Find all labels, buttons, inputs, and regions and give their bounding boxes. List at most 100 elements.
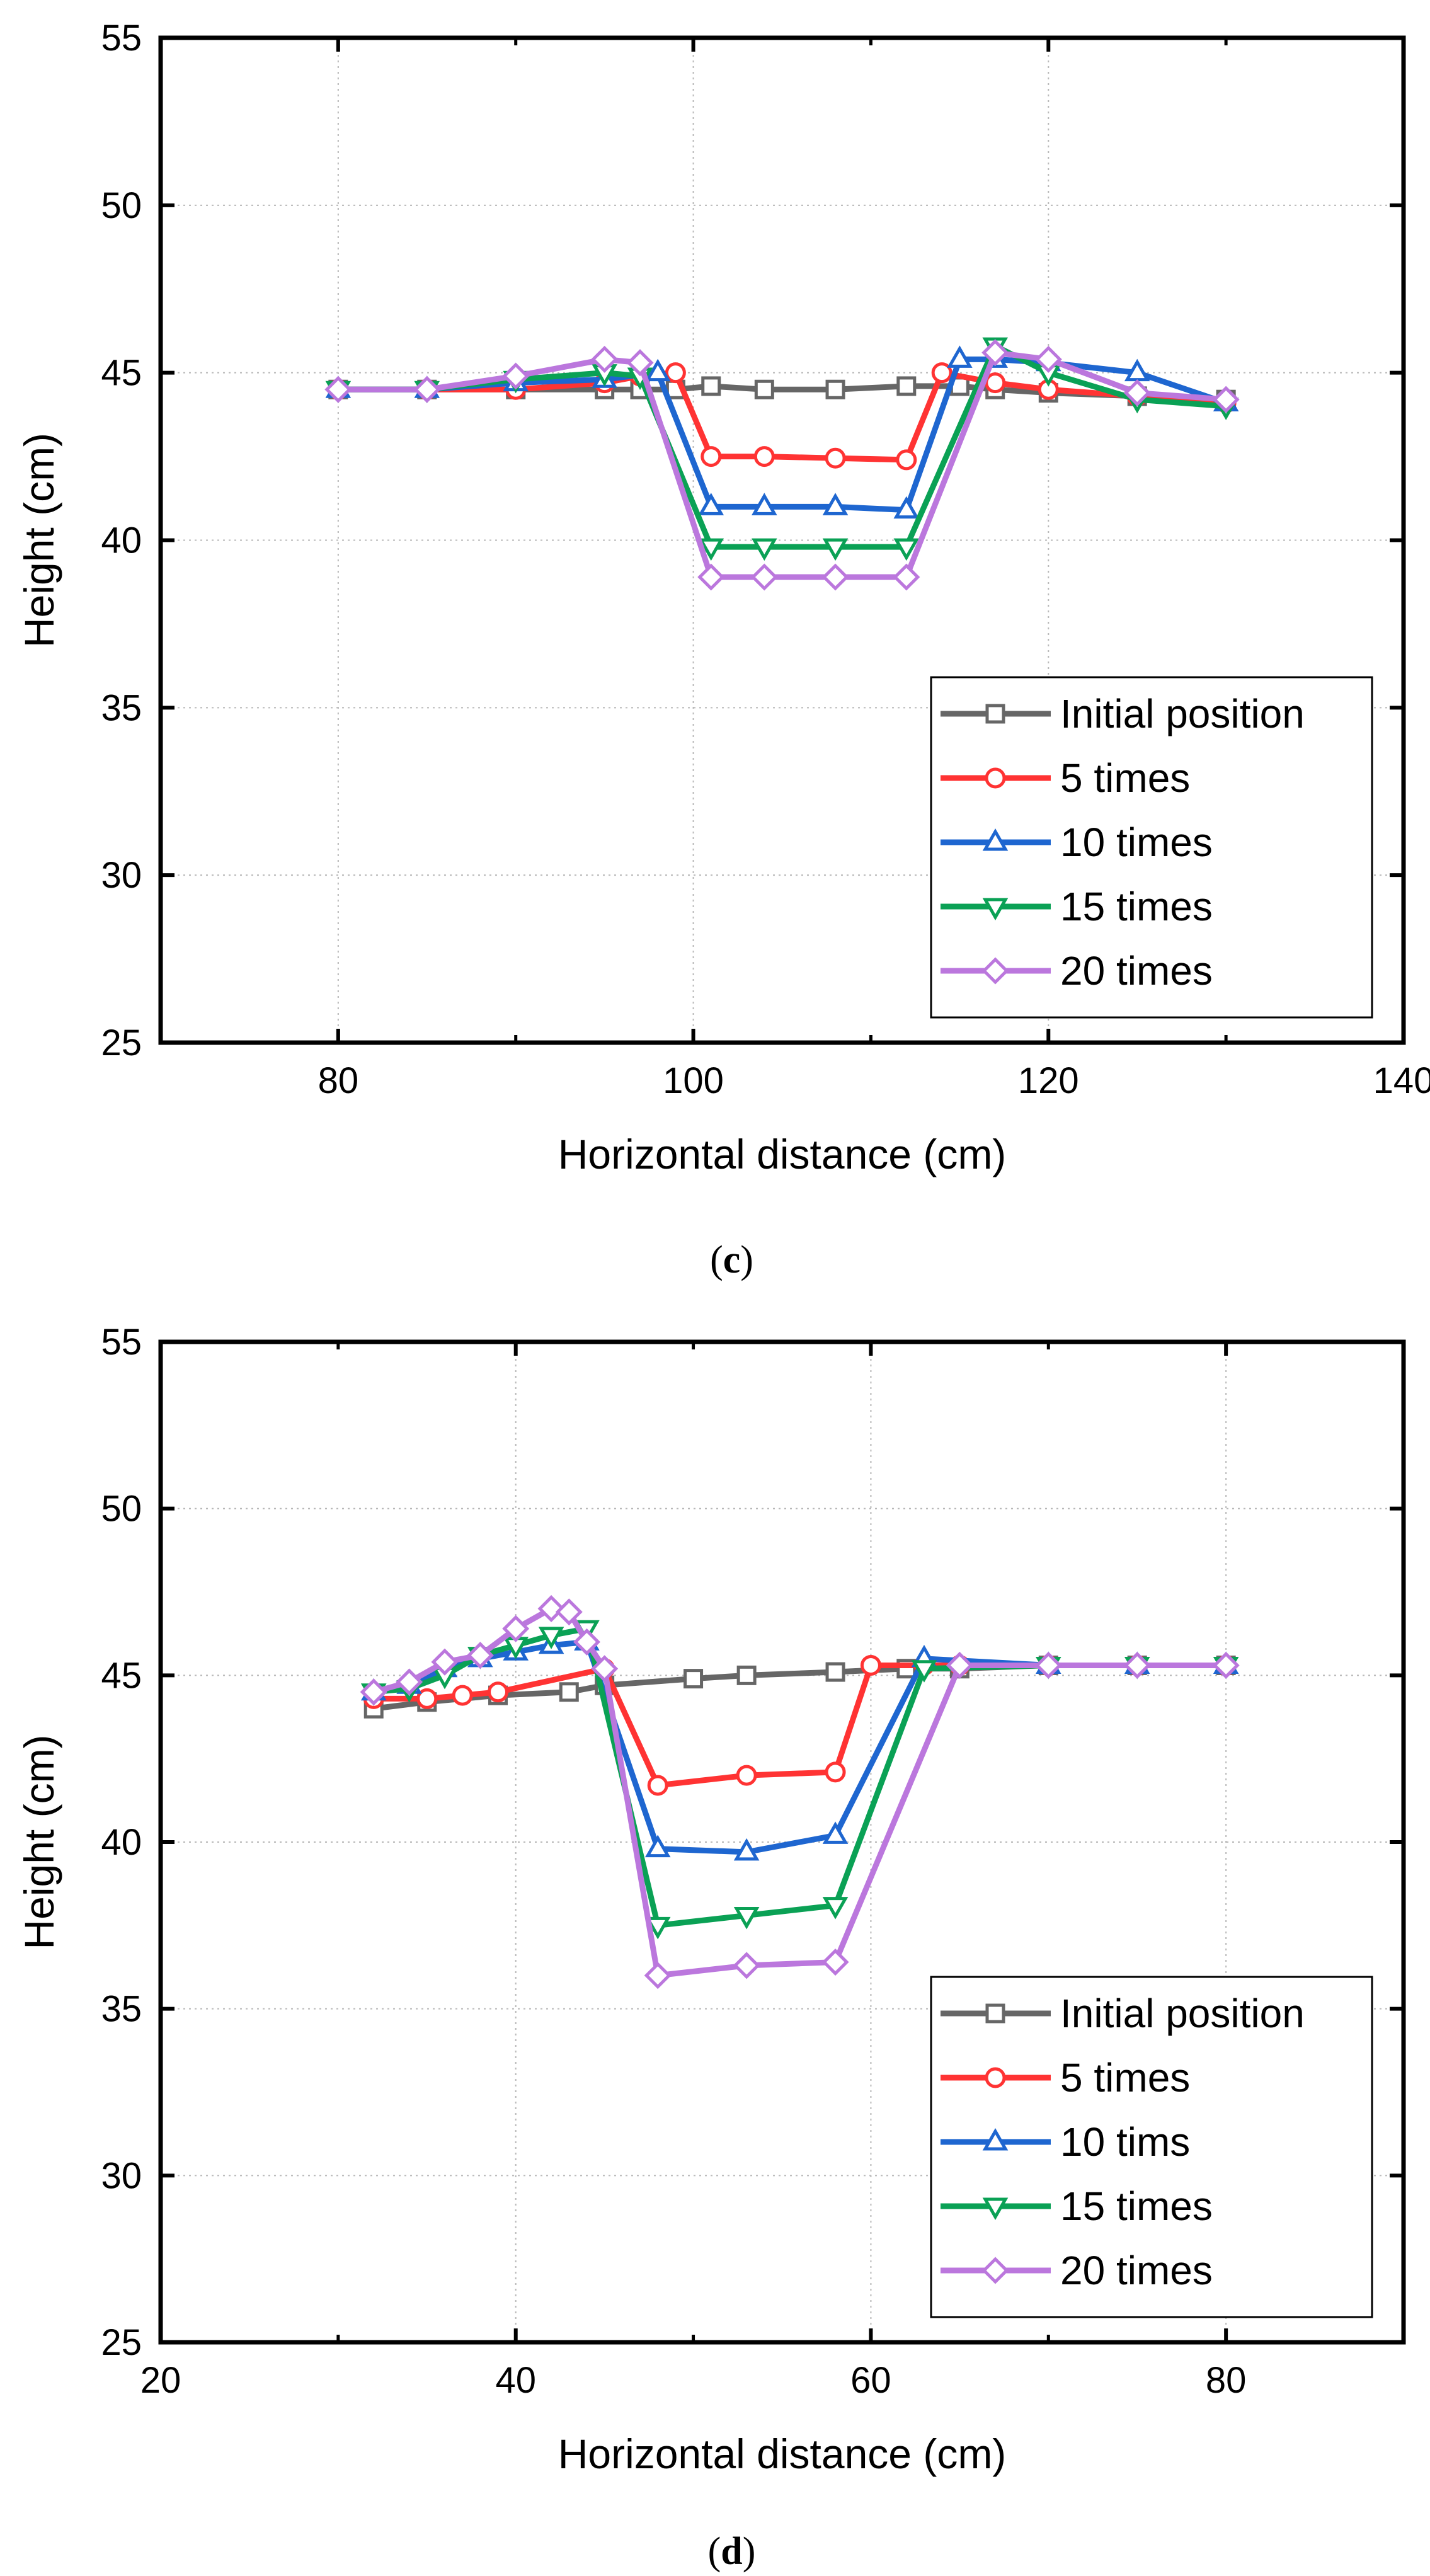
data-point (698, 493, 724, 515)
data-point (754, 379, 774, 399)
data-point (324, 375, 352, 403)
data-point (822, 493, 849, 515)
data-point (825, 447, 846, 469)
data-point (488, 1681, 509, 1703)
data-point (931, 362, 952, 384)
legend-swatch-marker (981, 957, 1009, 985)
data-point (821, 1949, 849, 1976)
y-axis-title: Height (cm) (16, 1734, 62, 1949)
y-tick-label: 35 (101, 1989, 142, 2030)
x-tick-label: 40 (495, 2360, 536, 2401)
data-point (416, 1688, 438, 1709)
y-tick-label: 40 (101, 1822, 142, 1863)
legend-label: 20 times (1060, 948, 1213, 993)
x-tick-label: 140 (1373, 1060, 1430, 1101)
data-point (946, 1651, 973, 1679)
legend-swatch-marker (982, 828, 1009, 851)
data-point (644, 358, 671, 382)
legend-swatch-marker (982, 2127, 1009, 2151)
legend-swatch-marker (985, 2067, 1006, 2088)
data-point (822, 538, 849, 561)
data-point (684, 1669, 704, 1689)
series-diamond (324, 339, 1240, 591)
series-triangle-down (325, 337, 1239, 561)
data-point (644, 1916, 671, 1940)
data-point (825, 379, 845, 399)
data-point (701, 376, 721, 396)
data-point (893, 538, 920, 561)
series-circle (363, 1654, 1237, 1796)
series-triangle-up (325, 345, 1239, 519)
data-point (733, 1952, 760, 1979)
y-tick-label: 25 (101, 2322, 142, 2363)
panel-label-letter: d (721, 2530, 742, 2573)
legend-label: 10 times (1060, 820, 1213, 865)
x-axis-title: Horizontal distance (cm) (558, 2430, 1007, 2477)
y-tick-label: 25 (101, 1022, 142, 1063)
series-line (373, 1605, 1227, 1979)
data-point (502, 362, 530, 390)
data-point (647, 1775, 668, 1796)
data-point (822, 1897, 849, 1920)
legend-label: 5 times (1060, 2055, 1190, 2100)
data-point (665, 362, 686, 384)
panel-label: (d) (708, 2530, 756, 2573)
data-point (860, 1654, 881, 1676)
chart-panel-d: 20 40 60 80 25 30 35 40 45 50 55 Horizontal distanc… (16, 1322, 1406, 2573)
axis-ticks: 20 40 60 80 25 30 35 40 45 50 55 (101, 1322, 1404, 2401)
data-point (736, 1765, 757, 1786)
data-point (822, 1821, 849, 1844)
legend-label: 10 tims (1060, 2119, 1190, 2165)
y-tick-label: 50 (101, 185, 142, 226)
data-point (360, 1678, 387, 1706)
data-point (466, 1642, 494, 1669)
legend: Initial position 5 times 10 tims 15 times 20… (930, 1976, 1373, 2318)
data-point (947, 345, 973, 368)
data-point (736, 1665, 757, 1685)
data-point (1034, 1651, 1062, 1679)
legend-swatch-marker (981, 2257, 1009, 2284)
data-point (750, 563, 778, 591)
data-point (752, 493, 777, 515)
data-point (538, 1627, 564, 1649)
data-point (626, 349, 654, 377)
data-point (821, 563, 849, 591)
legend-label: 5 times (1060, 755, 1190, 801)
data-point (1034, 345, 1062, 373)
data-point (1123, 1651, 1151, 1679)
x-tick-label: 80 (318, 1060, 359, 1101)
legend-label: 20 times (1060, 2248, 1213, 2293)
data-point (981, 339, 1009, 367)
y-tick-label: 55 (101, 1322, 142, 1363)
panel-label-letter: c (723, 1239, 741, 1281)
data-point (1212, 386, 1240, 413)
data-point (431, 1648, 459, 1676)
data-point (413, 375, 441, 403)
data-point (701, 446, 722, 467)
y-tick-label: 50 (101, 1489, 142, 1530)
x-tick-label: 20 (140, 2360, 181, 2401)
y-tick-label: 30 (101, 2155, 142, 2196)
data-point (697, 563, 725, 591)
data-point (985, 372, 1006, 394)
y-tick-label: 45 (101, 1655, 142, 1696)
data-point (896, 449, 917, 471)
panel-label-close: ) (743, 2530, 756, 2573)
legend: Initial position 5 times 10 times 15 times 2… (930, 676, 1373, 1019)
x-tick-label: 100 (663, 1060, 724, 1101)
data-point (698, 538, 724, 561)
data-point (752, 538, 777, 561)
data-point (1123, 379, 1151, 407)
data-point (396, 1668, 423, 1696)
legend-swatch-marker (985, 767, 1006, 789)
data-point (591, 345, 619, 373)
x-tick-label: 80 (1206, 2360, 1247, 2401)
legend-swatch-marker (982, 2197, 1009, 2221)
data-point (893, 563, 920, 591)
chart-panel-c: 80 100 120 140 25 30 35 40 45 50 55 Horizontal dist… (16, 18, 1430, 1281)
data-point (644, 1962, 672, 1989)
y-tick-label: 30 (101, 855, 142, 896)
legend-label: Initial position (1060, 1991, 1305, 2036)
data-point (644, 1835, 671, 1858)
